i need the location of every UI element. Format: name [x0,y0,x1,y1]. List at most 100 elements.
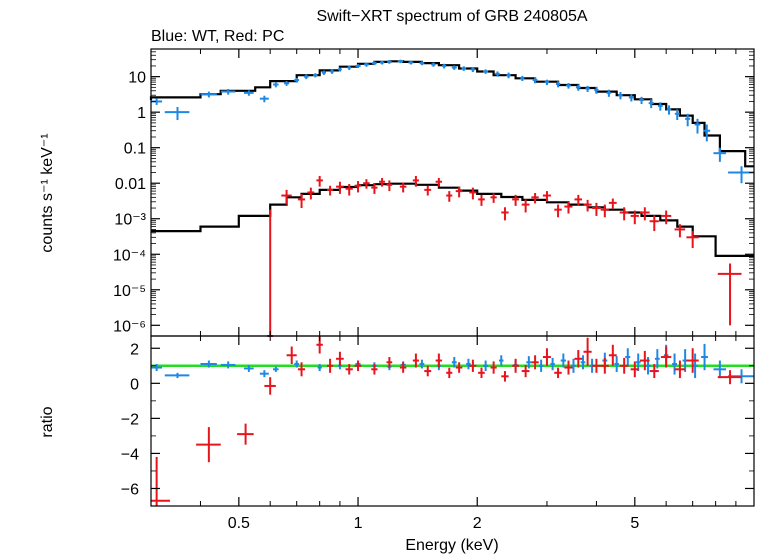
wt-data-point [635,353,641,372]
wt-data-point [639,96,644,104]
ratio-panel: 2 0 −2 −4 −6 0.5 1 2 5 ratio [39,335,755,532]
pc-data-point [354,360,362,372]
pc-data-point [600,357,609,374]
pc-data-point [379,178,386,187]
wt-data-point [483,360,489,372]
pc-data-point [660,346,672,368]
pc-data-point [424,185,432,196]
wt-data-point [379,60,385,65]
x-tick-label: 0.5 [228,515,250,532]
wt-data-point [506,72,511,79]
wt-data-point [243,364,254,372]
pc-data-point [469,187,477,200]
spectrum-data-points [151,59,754,337]
pc-data-point [316,175,323,187]
pc-data-point [455,362,463,373]
pc-data-point [542,348,551,366]
pc-data-point [363,179,370,189]
pc-data-point [501,371,509,382]
wt-data-point [273,82,279,88]
pc-data-point [639,207,650,221]
pc-data-point [619,357,629,374]
wt-data-point [550,357,555,371]
pc-data-point [660,210,672,225]
pc-data-point [583,199,592,212]
x-tick-label: 5 [630,515,639,532]
pc-data-point [196,427,221,463]
x-tick-label: 2 [473,515,482,532]
wt-data-point [495,71,500,77]
model-curves [149,60,754,257]
wt-data-point [628,94,634,102]
wt-data-point [672,353,677,375]
wt-data-point [654,349,660,369]
pc-data-point [630,361,639,378]
pc-data-point [386,180,393,192]
pc-data-point [686,348,699,373]
wt-data-point [625,348,631,366]
pc-data-point [446,367,453,379]
spectrum-y-axis-label: counts s⁻¹ keV⁻¹ [39,133,56,252]
pc-data-point [371,364,378,375]
wt-data-point [200,91,217,98]
spectrum-panel-frame [150,48,755,337]
pc-data-point [345,364,353,375]
wt-data-point [372,61,377,66]
wt-data-point [397,59,404,64]
pc-data-point [412,353,419,368]
spectrum-y-ticks: 10 1 0.1 0.01 10⁻³ 10⁻⁴ 10⁻⁵ 10⁻⁶ [113,51,754,335]
spectrum-y-tick-label: 1 [137,105,146,122]
wt-data-point [466,358,471,370]
wt-data-point [694,118,701,134]
pc-data-point [478,194,485,206]
pc-data-point [600,204,609,218]
pc-data-point [564,201,573,214]
spectrum-y-tick-label: 0.1 [124,141,146,158]
wt-data-point [220,361,236,369]
spectrum-y-tick-label: 10 [128,70,146,87]
ratio-y-tick-label: 2 [130,341,139,358]
wt-data-point [164,372,190,379]
pc-data-point [478,367,485,379]
wt-data-point [570,358,576,373]
wt-data-point [220,88,236,95]
wt-data-point [330,69,335,74]
wt-data-point [313,73,318,78]
wt-data-point [451,357,457,368]
wt-data-point [259,95,269,103]
pc-data-point [469,359,477,372]
pc-data-point [608,198,617,209]
wt-data-point [451,65,457,70]
pc-data-point [371,183,378,194]
wt-data-point [544,79,550,86]
pc-data-point [521,364,530,378]
pc-data-point [307,187,315,200]
pc-data-point [674,224,686,238]
pc-data-point [386,357,393,368]
pc-data-point [424,365,432,377]
x-axis-label: Energy (keV) [405,537,498,554]
pc-data-point [455,186,463,198]
wt-data-point [431,62,436,67]
pc-data-point [608,344,617,366]
spectrum-y-tick-label: 10⁻⁵ [113,283,146,300]
wt-data-point [555,81,561,88]
pc-data-point [574,350,583,368]
pc-data-point [717,370,742,385]
wt-data-point [408,60,414,65]
wt-data-point [200,360,217,368]
wt-data-point [614,356,619,372]
pc-model-curve [151,182,754,257]
wt-data-point [419,61,425,66]
ratio-y-tick-label: −4 [121,446,139,463]
pc-data-point [542,191,551,202]
wt-data-point [321,70,326,75]
spectrum-y-tick-label: 10⁻³ [114,212,146,229]
wt-data-point [674,109,680,121]
wt-data-point [713,360,727,379]
wt-data-point [151,364,163,372]
spectrum-y-tick-label: 10⁻⁴ [113,247,146,264]
wt-data-point [575,84,581,91]
wt-data-point [273,366,279,372]
pc-data-point [345,184,353,196]
